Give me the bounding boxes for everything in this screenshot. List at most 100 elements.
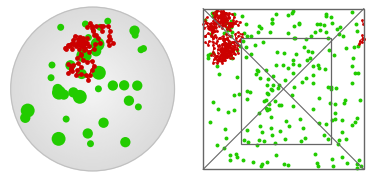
Point xyxy=(219,20,225,23)
Point xyxy=(99,30,105,33)
Point xyxy=(213,41,219,44)
Point xyxy=(84,42,90,45)
Point xyxy=(211,22,217,25)
Point xyxy=(214,64,220,67)
Point xyxy=(244,89,250,92)
Point xyxy=(225,55,231,58)
Point xyxy=(205,25,211,28)
Point xyxy=(225,111,231,114)
Point xyxy=(221,21,227,23)
Point xyxy=(292,36,298,39)
Circle shape xyxy=(27,23,158,155)
Point xyxy=(220,13,226,16)
Point xyxy=(105,39,112,42)
Point xyxy=(222,52,228,55)
Point xyxy=(100,25,106,28)
Point xyxy=(134,84,140,87)
Point xyxy=(110,42,116,45)
Point xyxy=(77,95,83,98)
Point xyxy=(70,91,76,94)
Point xyxy=(78,66,84,69)
Point xyxy=(230,49,236,52)
Point xyxy=(301,45,307,48)
Point xyxy=(230,41,236,44)
Circle shape xyxy=(50,47,135,131)
Point xyxy=(106,34,112,37)
Point xyxy=(235,44,241,47)
Circle shape xyxy=(82,78,104,100)
Point xyxy=(226,17,232,20)
Point xyxy=(122,141,129,144)
Point xyxy=(304,76,310,79)
Point xyxy=(226,24,232,27)
Point xyxy=(339,130,345,133)
Point xyxy=(87,22,93,25)
Circle shape xyxy=(26,22,160,156)
Point xyxy=(214,143,220,146)
Point xyxy=(138,48,144,51)
Point xyxy=(327,48,333,51)
Point xyxy=(234,41,240,44)
Point xyxy=(210,43,216,46)
Point xyxy=(219,16,225,19)
Point xyxy=(229,51,235,54)
Point xyxy=(218,51,225,54)
Point xyxy=(213,22,219,25)
Point xyxy=(291,25,297,28)
Point xyxy=(220,57,226,60)
Point xyxy=(232,53,238,56)
Point xyxy=(218,16,224,19)
Point xyxy=(219,46,225,49)
Point xyxy=(322,15,328,17)
Point xyxy=(61,93,67,96)
Point xyxy=(277,130,283,132)
Point xyxy=(210,51,216,53)
Point xyxy=(223,42,229,45)
Point xyxy=(215,59,221,61)
Point xyxy=(269,18,275,20)
Point xyxy=(355,71,361,74)
Circle shape xyxy=(23,19,162,159)
Point xyxy=(302,137,308,140)
Point xyxy=(229,41,235,44)
Point xyxy=(325,85,331,88)
Point xyxy=(302,38,308,41)
Circle shape xyxy=(37,33,149,145)
Point xyxy=(231,48,237,50)
Point xyxy=(82,41,88,44)
Point xyxy=(211,58,217,61)
Point xyxy=(121,84,127,87)
Circle shape xyxy=(15,11,170,167)
Point xyxy=(218,9,224,12)
Point xyxy=(221,17,227,20)
Point xyxy=(65,72,71,75)
Point xyxy=(234,48,240,50)
Point xyxy=(132,34,138,37)
Point xyxy=(93,24,99,27)
Point xyxy=(219,21,225,23)
Point xyxy=(315,64,321,66)
Point xyxy=(300,126,306,129)
Point xyxy=(265,92,271,95)
Point xyxy=(225,22,231,25)
Point xyxy=(239,33,245,36)
Point xyxy=(220,52,226,55)
Point xyxy=(226,45,232,48)
Point xyxy=(214,30,220,33)
Point xyxy=(228,25,234,28)
Point xyxy=(360,37,366,40)
Point xyxy=(65,43,71,46)
Point xyxy=(226,53,232,56)
Point xyxy=(225,28,231,31)
Point xyxy=(233,40,239,43)
Point xyxy=(226,15,232,18)
Point xyxy=(268,116,274,119)
Point xyxy=(263,106,269,109)
Point xyxy=(229,31,235,34)
Point xyxy=(209,31,215,33)
Point xyxy=(234,49,240,51)
Point xyxy=(310,74,316,77)
Point xyxy=(355,163,361,166)
Point xyxy=(223,33,229,36)
Point xyxy=(229,12,235,15)
